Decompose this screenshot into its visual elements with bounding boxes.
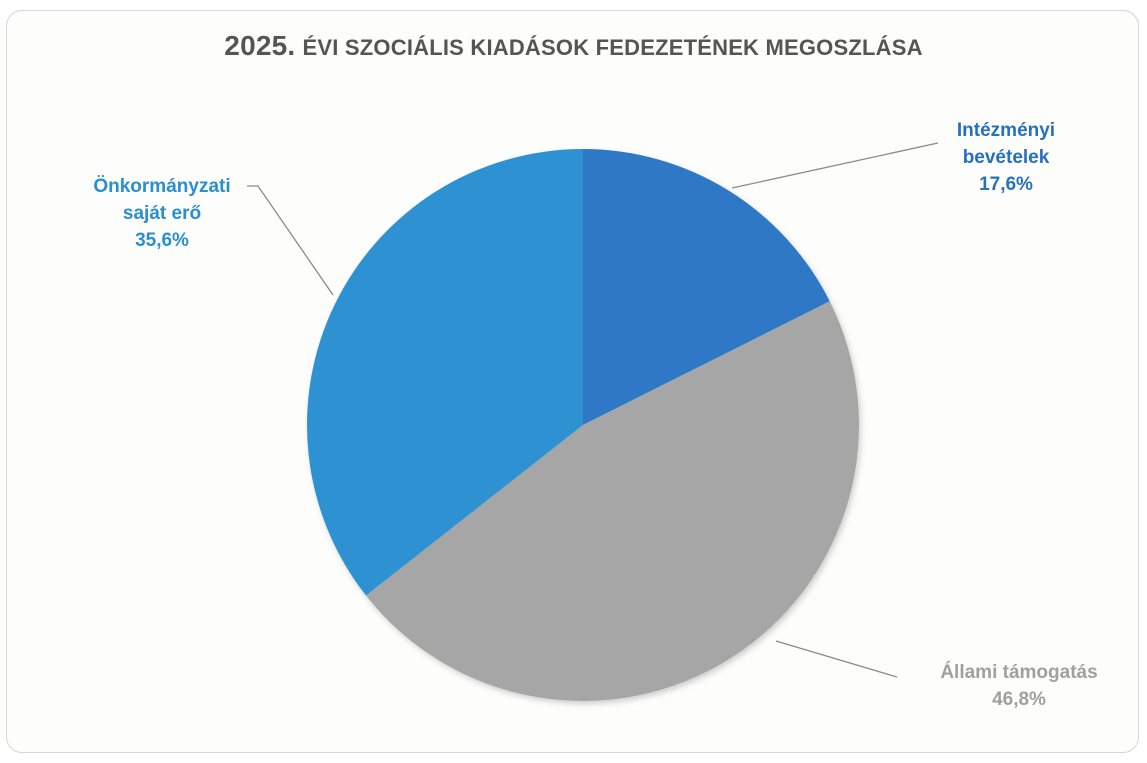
leader-line-2	[247, 185, 334, 296]
slice-value-label-1: 46,8%	[992, 689, 1046, 710]
leader-line-0	[731, 142, 939, 189]
pie-slice-1	[365, 301, 860, 702]
slice-value-label-0: 17,6%	[979, 174, 1033, 195]
chart-title-text: ÉVI SZOCIÁLIS KIADÁSOK FEDEZETÉNEK MEGOS…	[302, 35, 923, 60]
slice-value-label-2: 35,6%	[135, 230, 189, 251]
slice-label-0-line-1: bevételek	[963, 147, 1050, 168]
chart-title-year: 2025.	[224, 30, 296, 61]
pie-slice-0	[583, 149, 830, 425]
leader-line-1	[775, 640, 898, 678]
chart-title: 2025. ÉVI SZOCIÁLIS KIADÁSOK FEDEZETÉNEK…	[0, 30, 1147, 62]
slice-label-0-line-0: Intézményi	[957, 120, 1055, 141]
slice-label-2-line-0: Önkormányzati	[93, 176, 230, 197]
pie-slice-2	[306, 149, 583, 596]
slice-label-1-line-0: Állami támogatás	[940, 661, 1097, 683]
slice-label-2-line-1: saját erő	[123, 203, 201, 224]
